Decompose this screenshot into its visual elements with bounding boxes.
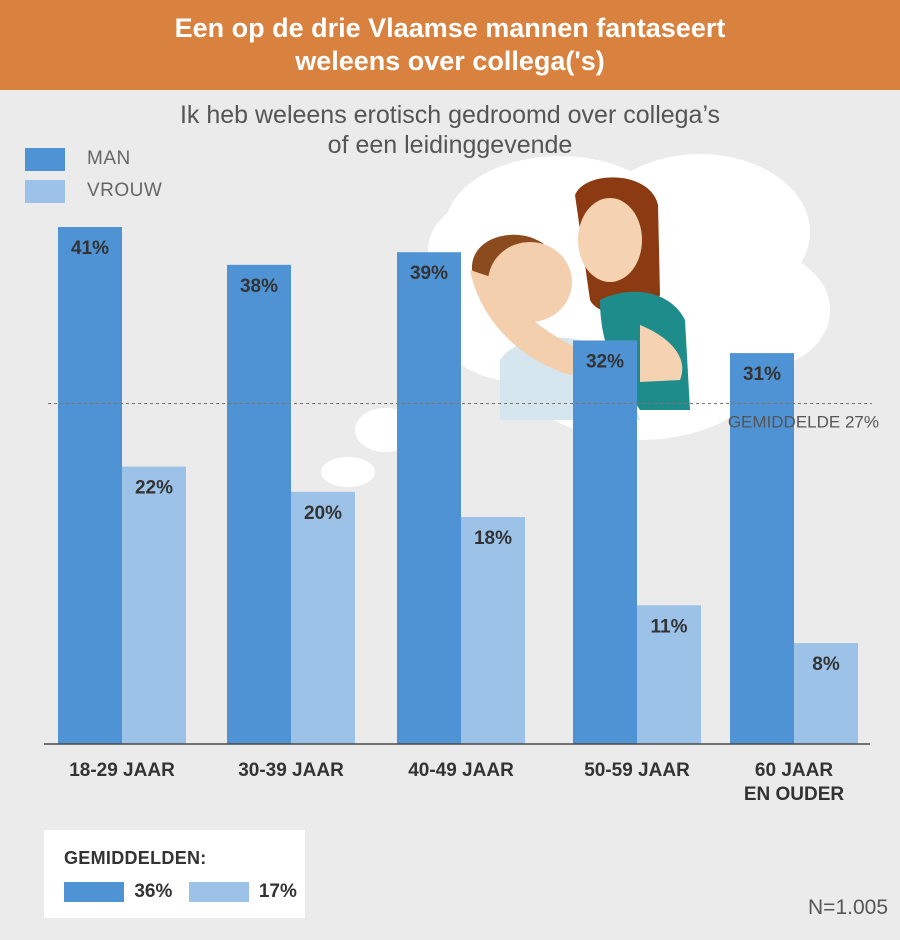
- legend-label-man: MAN: [87, 148, 131, 169]
- woman-face: [578, 198, 642, 282]
- bar-man-3: [573, 340, 637, 744]
- average-value-vrouw: 17%: [258, 881, 297, 902]
- bar-label-man-2: 39%: [410, 263, 448, 284]
- chart-subtitle-line-2: of een leidinggevende: [327, 131, 573, 159]
- bar-label-vrouw-4: 8%: [812, 654, 840, 675]
- bar-label-vrouw-1: 20%: [304, 503, 342, 524]
- bar-vrouw-1: [291, 491, 355, 744]
- cloud-bubble-small: [321, 457, 375, 487]
- woman-arm: [640, 325, 683, 382]
- averages-title: GEMIDDELDEN:: [64, 848, 207, 868]
- bar-man-0: [58, 227, 122, 744]
- chart-title-line-1: Een op de drie Vlaamse mannen fantaseert: [174, 13, 726, 43]
- legend-item-man: MAN: [25, 143, 162, 175]
- bar-vrouw-4: [794, 643, 858, 744]
- bar-label-vrouw-3: 11%: [651, 616, 688, 637]
- bar-man-4: [730, 353, 794, 744]
- man-arm: [470, 270, 600, 375]
- average-reference-label: GEMIDDELDE 27%: [728, 413, 879, 432]
- bar-man-2: [397, 252, 461, 744]
- bar-label-vrouw-2: 18%: [474, 528, 512, 549]
- x-tick-label-4: 60 JAAR: [755, 760, 833, 781]
- bar-vrouw-2: [461, 517, 525, 744]
- averages-box: GEMIDDELDEN: 36% 17%: [44, 830, 305, 918]
- chart-legend: MAN VROUW: [25, 143, 162, 207]
- x-tick-label-3: 50-59 JAAR: [584, 760, 690, 781]
- averages-row: 36% 17%: [64, 881, 305, 903]
- average-swatch-vrouw: [188, 882, 249, 902]
- average-value-man: 36%: [134, 881, 173, 902]
- bar-man-1: [227, 264, 291, 744]
- x-tick-label-1: 30-39 JAAR: [238, 760, 344, 781]
- x-tick-label-4-line-1: EN OUDER: [744, 784, 845, 805]
- legend-swatch-man: [25, 147, 65, 171]
- chart-subtitle-line-1: Ik heb weleens erotisch gedroomd over co…: [179, 101, 721, 129]
- bar-label-man-0: 41%: [71, 238, 109, 259]
- bar-label-man-3: 32%: [586, 351, 624, 372]
- bar-label-man-1: 38%: [240, 276, 278, 297]
- sample-size-note: N=1.005: [808, 896, 888, 919]
- legend-item-vrouw: VROUW: [25, 175, 162, 207]
- chart-subtitle: Ik heb weleens erotisch gedroomd over co…: [0, 100, 900, 160]
- legend-swatch-vrouw: [25, 179, 65, 203]
- chart-header: Een op de drie Vlaamse mannen fantaseert…: [0, 0, 900, 90]
- legend-label-vrouw: VROUW: [87, 180, 163, 201]
- average-swatch-man: [64, 882, 125, 902]
- chart-title-line-2: weleens over collega('s): [295, 46, 605, 76]
- x-tick-label-0: 18-29 JAAR: [69, 760, 175, 781]
- bar-vrouw-3: [637, 605, 701, 744]
- bar-label-man-4: 31%: [743, 364, 781, 385]
- bar-vrouw-0: [122, 466, 186, 744]
- bar-label-vrouw-0: 22%: [135, 478, 173, 499]
- x-tick-label-2: 40-49 JAAR: [408, 760, 514, 781]
